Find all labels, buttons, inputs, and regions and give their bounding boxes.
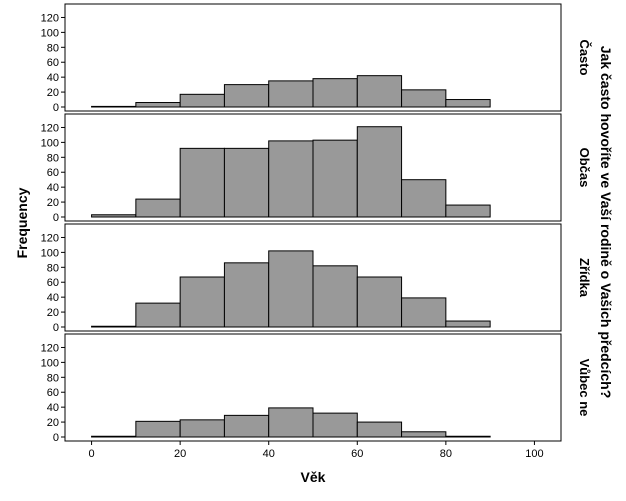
y-tick-label: 60 — [47, 167, 59, 179]
histogram-bar — [135, 102, 181, 108]
histogram-bar — [356, 276, 403, 328]
y-tick-label: 20 — [47, 87, 59, 99]
histogram-bar — [312, 78, 358, 108]
x-tick-label: 100 — [525, 448, 543, 460]
y-tick-label: 20 — [47, 197, 59, 209]
x-tick-label: 80 — [440, 448, 452, 460]
panel: 0 20 40 60 80 100 120 Vůbec ne — [41, 333, 592, 444]
histogram-bar — [91, 105, 137, 108]
histogram-bar — [401, 431, 447, 438]
facet-title: Jak často hovoříte ve Vaší rodině o Vaši… — [598, 46, 614, 398]
histogram-bar — [179, 276, 225, 328]
histogram-bar — [312, 139, 358, 218]
y-tick-label: 40 — [47, 292, 59, 304]
histogram-bar — [356, 75, 403, 108]
histogram-bar — [401, 297, 447, 328]
histogram-bar — [312, 265, 358, 328]
histogram-bar — [223, 262, 270, 328]
y-tick-label: 100 — [41, 27, 59, 39]
y-tick-label: 40 — [47, 72, 59, 84]
histogram-bar — [356, 126, 403, 218]
y-tick-label: 100 — [41, 247, 59, 259]
histogram-bar — [135, 302, 181, 328]
y-axis-title: Frequency — [14, 187, 30, 258]
x-axis: 0 20 40 60 80 100 — [89, 441, 544, 460]
x-tick-label: 0 — [89, 448, 95, 460]
y-tick-label: 20 — [47, 417, 59, 429]
histogram-bar — [312, 412, 358, 438]
histogram-bar — [91, 325, 137, 328]
histogram-bar — [135, 198, 181, 218]
y-tick-label: 0 — [53, 212, 59, 224]
histogram-bar — [223, 414, 270, 438]
histogram-bar — [401, 89, 447, 108]
x-tick-label: 40 — [263, 448, 275, 460]
histogram-bar — [223, 84, 270, 108]
y-tick-label: 80 — [47, 42, 59, 54]
y-tick-label: 0 — [53, 102, 59, 114]
panel-label: Občas — [577, 148, 592, 188]
panel-label: Vůbec ne — [577, 359, 592, 417]
y-tick-label: 0 — [53, 432, 59, 444]
y-tick-label: 100 — [41, 137, 59, 149]
x-tick-label: 60 — [351, 448, 363, 460]
histogram-bar — [91, 435, 137, 438]
y-tick-label: 40 — [47, 402, 59, 414]
y-tick-label: 120 — [41, 342, 59, 354]
histogram-bar — [91, 214, 137, 218]
panel-label: Zřídka — [577, 258, 592, 298]
histogram-bar — [445, 435, 491, 438]
histogram-bar — [356, 421, 403, 438]
histogram-bar — [268, 80, 314, 108]
histogram-bar — [268, 250, 314, 328]
panel: 0 20 40 60 80 100 120 Často — [41, 3, 592, 114]
y-tick-label: 120 — [41, 12, 59, 24]
histogram-bar — [223, 147, 270, 218]
histogram-bar — [179, 93, 225, 108]
histogram-bar — [179, 147, 225, 218]
histogram-bar — [268, 407, 314, 438]
y-tick-label: 20 — [47, 307, 59, 319]
panel-label: Často — [577, 39, 592, 75]
histogram-bar — [445, 99, 491, 108]
y-tick-label: 100 — [41, 357, 59, 369]
histogram-bar — [179, 419, 225, 438]
x-axis-title: Věk — [301, 469, 326, 485]
y-tick-label: 80 — [47, 372, 59, 384]
y-tick-label: 60 — [47, 387, 59, 399]
histogram-bar — [445, 204, 491, 218]
panel: 0 20 40 60 80 100 120 Zřídka — [41, 223, 592, 334]
y-tick-label: 120 — [41, 232, 59, 244]
y-tick-label: 60 — [47, 57, 59, 69]
y-tick-label: 40 — [47, 182, 59, 194]
histogram-bar — [445, 320, 491, 328]
y-tick-label: 120 — [41, 122, 59, 134]
x-tick-label: 20 — [174, 448, 186, 460]
histogram-bar — [401, 179, 447, 218]
panel: 0 20 40 60 80 100 120 Občas — [41, 113, 592, 224]
panels-layer: 0 20 40 60 80 100 120 Často 0 20 40 60 80 100 120 Občas… — [41, 3, 592, 444]
y-tick-label: 80 — [47, 262, 59, 274]
y-tick-label: 60 — [47, 277, 59, 289]
histogram-bar — [135, 420, 181, 438]
histogram-bar — [268, 140, 314, 218]
y-tick-label: 0 — [53, 322, 59, 334]
y-tick-label: 80 — [47, 152, 59, 164]
